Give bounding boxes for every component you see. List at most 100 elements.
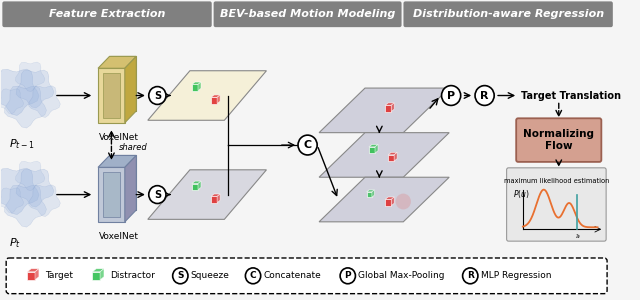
Polygon shape xyxy=(15,161,45,190)
Text: Distribution-aware Regression: Distribution-aware Regression xyxy=(413,9,604,19)
Text: VoxelNet: VoxelNet xyxy=(99,133,139,142)
Circle shape xyxy=(396,194,411,209)
Polygon shape xyxy=(372,190,374,197)
Text: S: S xyxy=(177,271,184,280)
Circle shape xyxy=(148,87,166,104)
Polygon shape xyxy=(35,269,39,280)
Text: $P_t$: $P_t$ xyxy=(9,236,21,250)
Polygon shape xyxy=(369,147,375,153)
Polygon shape xyxy=(192,82,201,85)
Polygon shape xyxy=(0,168,39,214)
Polygon shape xyxy=(388,155,394,161)
Polygon shape xyxy=(0,188,24,213)
Polygon shape xyxy=(211,97,217,103)
Polygon shape xyxy=(319,88,449,133)
Bar xyxy=(109,155,136,210)
FancyBboxPatch shape xyxy=(3,2,212,27)
Polygon shape xyxy=(198,181,201,190)
Polygon shape xyxy=(16,70,54,108)
Bar xyxy=(103,172,120,217)
Circle shape xyxy=(442,85,461,105)
Text: Global Max-Pooling: Global Max-Pooling xyxy=(358,271,445,280)
Polygon shape xyxy=(192,85,198,91)
FancyBboxPatch shape xyxy=(214,2,401,27)
FancyBboxPatch shape xyxy=(507,168,606,241)
Circle shape xyxy=(340,268,355,284)
Text: BEV-based Motion Modeling: BEV-based Motion Modeling xyxy=(220,9,396,19)
Polygon shape xyxy=(319,177,449,222)
Text: S: S xyxy=(154,190,161,200)
Polygon shape xyxy=(391,197,394,206)
Text: $\hat{a}$: $\hat{a}$ xyxy=(575,232,580,241)
Polygon shape xyxy=(98,155,136,167)
Circle shape xyxy=(298,135,317,155)
Polygon shape xyxy=(217,194,220,203)
Polygon shape xyxy=(125,155,136,222)
Bar xyxy=(103,73,120,118)
Polygon shape xyxy=(388,152,397,155)
FancyBboxPatch shape xyxy=(403,2,613,27)
Text: maximum likelihood estimation: maximum likelihood estimation xyxy=(504,178,609,184)
Bar xyxy=(98,167,125,222)
Polygon shape xyxy=(100,269,104,280)
Polygon shape xyxy=(4,86,47,128)
Text: P: P xyxy=(344,271,351,280)
Polygon shape xyxy=(148,170,266,219)
Polygon shape xyxy=(375,145,378,153)
Polygon shape xyxy=(28,272,35,280)
Polygon shape xyxy=(29,185,60,217)
Text: C: C xyxy=(303,140,312,150)
Bar xyxy=(98,68,125,123)
Text: Distractor: Distractor xyxy=(111,271,156,280)
Text: $P_{t-1}$: $P_{t-1}$ xyxy=(9,137,35,151)
Circle shape xyxy=(463,268,478,284)
Polygon shape xyxy=(394,152,397,161)
Text: shared: shared xyxy=(119,142,148,152)
Polygon shape xyxy=(98,56,136,68)
Text: Concatenate: Concatenate xyxy=(264,271,321,280)
Polygon shape xyxy=(92,272,100,280)
Polygon shape xyxy=(28,269,39,272)
Polygon shape xyxy=(385,105,391,112)
Text: Squeeze: Squeeze xyxy=(191,271,230,280)
FancyBboxPatch shape xyxy=(516,118,602,162)
Text: R: R xyxy=(467,271,474,280)
Text: C: C xyxy=(250,271,257,280)
Polygon shape xyxy=(0,69,39,116)
Polygon shape xyxy=(369,145,378,147)
Text: Normalizing
Flow: Normalizing Flow xyxy=(524,129,595,151)
Polygon shape xyxy=(92,269,104,272)
Polygon shape xyxy=(148,71,266,120)
Polygon shape xyxy=(211,194,220,196)
Text: VoxelNet: VoxelNet xyxy=(99,232,139,241)
Polygon shape xyxy=(385,200,391,206)
Polygon shape xyxy=(192,184,198,190)
Text: S: S xyxy=(154,91,161,100)
Text: $P(u)$: $P(u)$ xyxy=(513,188,530,200)
Polygon shape xyxy=(367,192,372,197)
Text: R: R xyxy=(481,91,489,100)
Bar xyxy=(109,56,136,111)
Polygon shape xyxy=(217,95,220,103)
FancyBboxPatch shape xyxy=(6,258,607,294)
Circle shape xyxy=(245,268,260,284)
Polygon shape xyxy=(4,185,47,227)
Text: MLP Regression: MLP Regression xyxy=(481,271,551,280)
Polygon shape xyxy=(385,197,394,200)
Polygon shape xyxy=(16,169,54,207)
Polygon shape xyxy=(385,103,394,105)
Text: P: P xyxy=(447,91,455,100)
Text: Feature Extraction: Feature Extraction xyxy=(49,9,165,19)
Circle shape xyxy=(475,85,494,105)
Circle shape xyxy=(173,268,188,284)
Polygon shape xyxy=(211,95,220,97)
Polygon shape xyxy=(192,181,201,184)
Polygon shape xyxy=(29,86,60,117)
Polygon shape xyxy=(15,62,45,92)
Polygon shape xyxy=(319,133,449,177)
Polygon shape xyxy=(198,82,201,91)
Polygon shape xyxy=(367,190,374,192)
Polygon shape xyxy=(211,196,217,203)
Text: Target: Target xyxy=(45,271,74,280)
Text: Target Translation: Target Translation xyxy=(521,91,621,100)
